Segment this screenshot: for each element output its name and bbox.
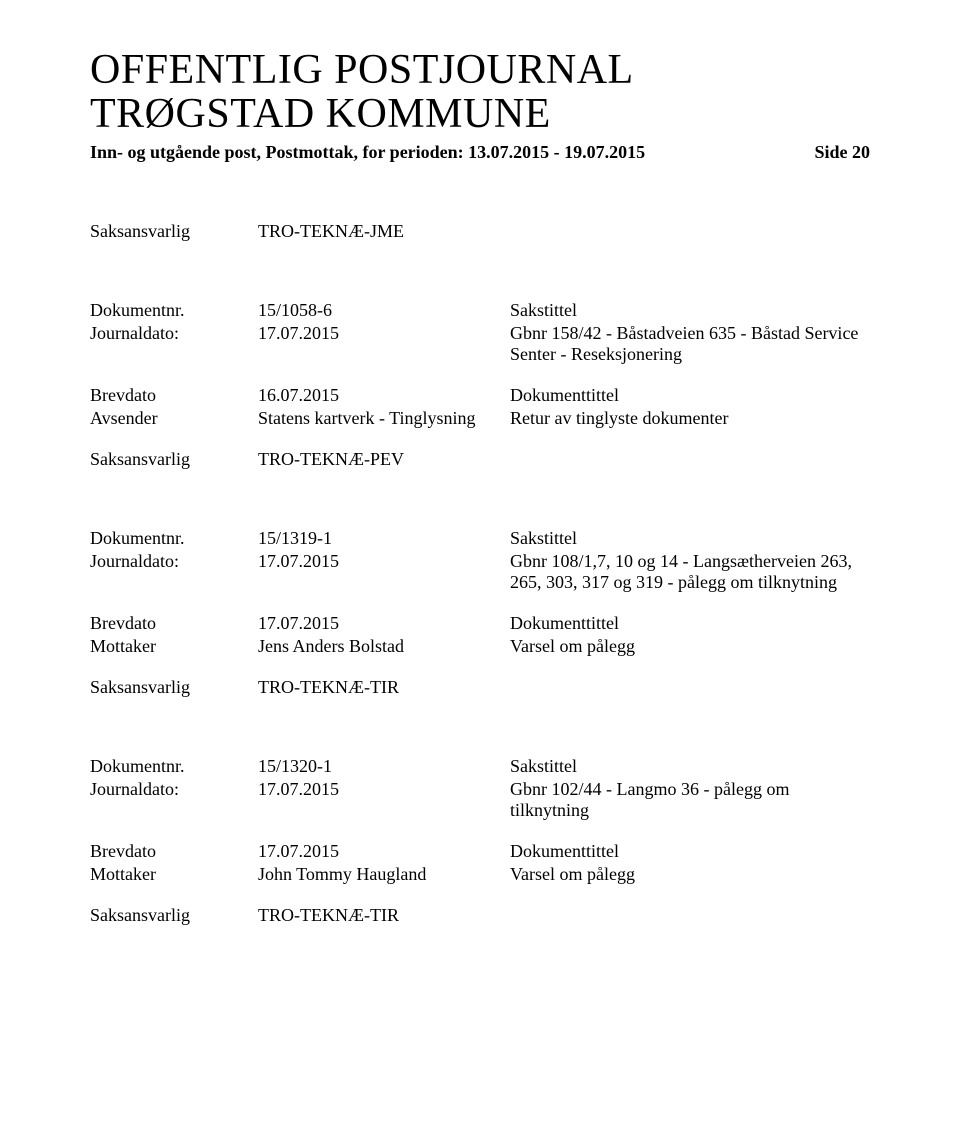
title-block: OFFENTLIG POSTJOURNAL TRØGSTAD KOMMUNE xyxy=(90,48,870,136)
label-sakstittel: Sakstittel xyxy=(510,300,870,321)
label-journaldato: Journaldato: xyxy=(90,323,258,344)
journal-entry: Dokumentnr. 15/1320-1 Sakstittel Journal… xyxy=(90,756,870,926)
label-brevdato: Brevdato xyxy=(90,841,258,862)
docnr-value: 15/1320-1 xyxy=(258,756,510,777)
top-responsible-block: Saksansvarlig TRO-TEKNÆ-JME xyxy=(90,221,870,242)
party-value: Statens kartverk - Tinglysning xyxy=(258,408,510,429)
label-saksansvarlig: Saksansvarlig xyxy=(90,449,258,470)
journaldato-value: 17.07.2015 xyxy=(258,779,510,800)
journal-entry: Dokumentnr. 15/1319-1 Sakstittel Journal… xyxy=(90,528,870,698)
title-line-2: TRØGSTAD KOMMUNE xyxy=(90,92,870,136)
subheader-row: Inn- og utgående post, Postmottak, for p… xyxy=(90,142,870,163)
dokumenttittel-value: Varsel om pålegg xyxy=(510,636,870,657)
label-dokumenttittel: Dokumenttittel xyxy=(510,385,870,406)
document-page: OFFENTLIG POSTJOURNAL TRØGSTAD KOMMUNE I… xyxy=(0,0,960,1134)
docnr-value: 15/1058-6 xyxy=(258,300,510,321)
journal-entry: Dokumentnr. 15/1058-6 Sakstittel Journal… xyxy=(90,300,870,470)
dokumenttittel-value: Retur av tinglyste dokumenter xyxy=(510,408,870,429)
page-number: Side 20 xyxy=(814,142,870,163)
label-dokumentnr: Dokumentnr. xyxy=(90,300,258,321)
label-party: Mottaker xyxy=(90,864,258,885)
responsible-value: TRO-TEKNÆ-TIR xyxy=(258,905,510,926)
label-brevdato: Brevdato xyxy=(90,385,258,406)
label-dokumentnr: Dokumentnr. xyxy=(90,756,258,777)
label-dokumenttittel: Dokumenttittel xyxy=(510,613,870,634)
label-saksansvarlig: Saksansvarlig xyxy=(90,905,258,926)
label-dokumenttittel: Dokumenttittel xyxy=(510,841,870,862)
top-responsible: TRO-TEKNÆ-JME xyxy=(258,221,510,242)
dokumenttittel-value: Varsel om pålegg xyxy=(510,864,870,885)
brevdato-value: 16.07.2015 xyxy=(258,385,510,406)
responsible-value: TRO-TEKNÆ-TIR xyxy=(258,677,510,698)
label-dokumentnr: Dokumentnr. xyxy=(90,528,258,549)
party-value: John Tommy Haugland xyxy=(258,864,510,885)
label-party: Mottaker xyxy=(90,636,258,657)
party-value: Jens Anders Bolstad xyxy=(258,636,510,657)
title-line-1: OFFENTLIG POSTJOURNAL xyxy=(90,48,870,92)
label-saksansvarlig: Saksansvarlig xyxy=(90,221,258,242)
journaldato-value: 17.07.2015 xyxy=(258,323,510,344)
sakstittel-value: Gbnr 158/42 - Båstadveien 635 - Båstad S… xyxy=(510,323,870,365)
brevdato-value: 17.07.2015 xyxy=(258,613,510,634)
sakstittel-value: Gbnr 102/44 - Langmo 36 - pålegg om tilk… xyxy=(510,779,870,821)
period-text: Inn- og utgående post, Postmottak, for p… xyxy=(90,142,645,163)
label-journaldato: Journaldato: xyxy=(90,551,258,572)
label-sakstittel: Sakstittel xyxy=(510,756,870,777)
label-brevdato: Brevdato xyxy=(90,613,258,634)
brevdato-value: 17.07.2015 xyxy=(258,841,510,862)
label-saksansvarlig: Saksansvarlig xyxy=(90,677,258,698)
journaldato-value: 17.07.2015 xyxy=(258,551,510,572)
label-party: Avsender xyxy=(90,408,258,429)
sakstittel-value: Gbnr 108/1,7, 10 og 14 - Langsætherveien… xyxy=(510,551,870,593)
responsible-value: TRO-TEKNÆ-PEV xyxy=(258,449,510,470)
label-sakstittel: Sakstittel xyxy=(510,528,870,549)
docnr-value: 15/1319-1 xyxy=(258,528,510,549)
label-journaldato: Journaldato: xyxy=(90,779,258,800)
